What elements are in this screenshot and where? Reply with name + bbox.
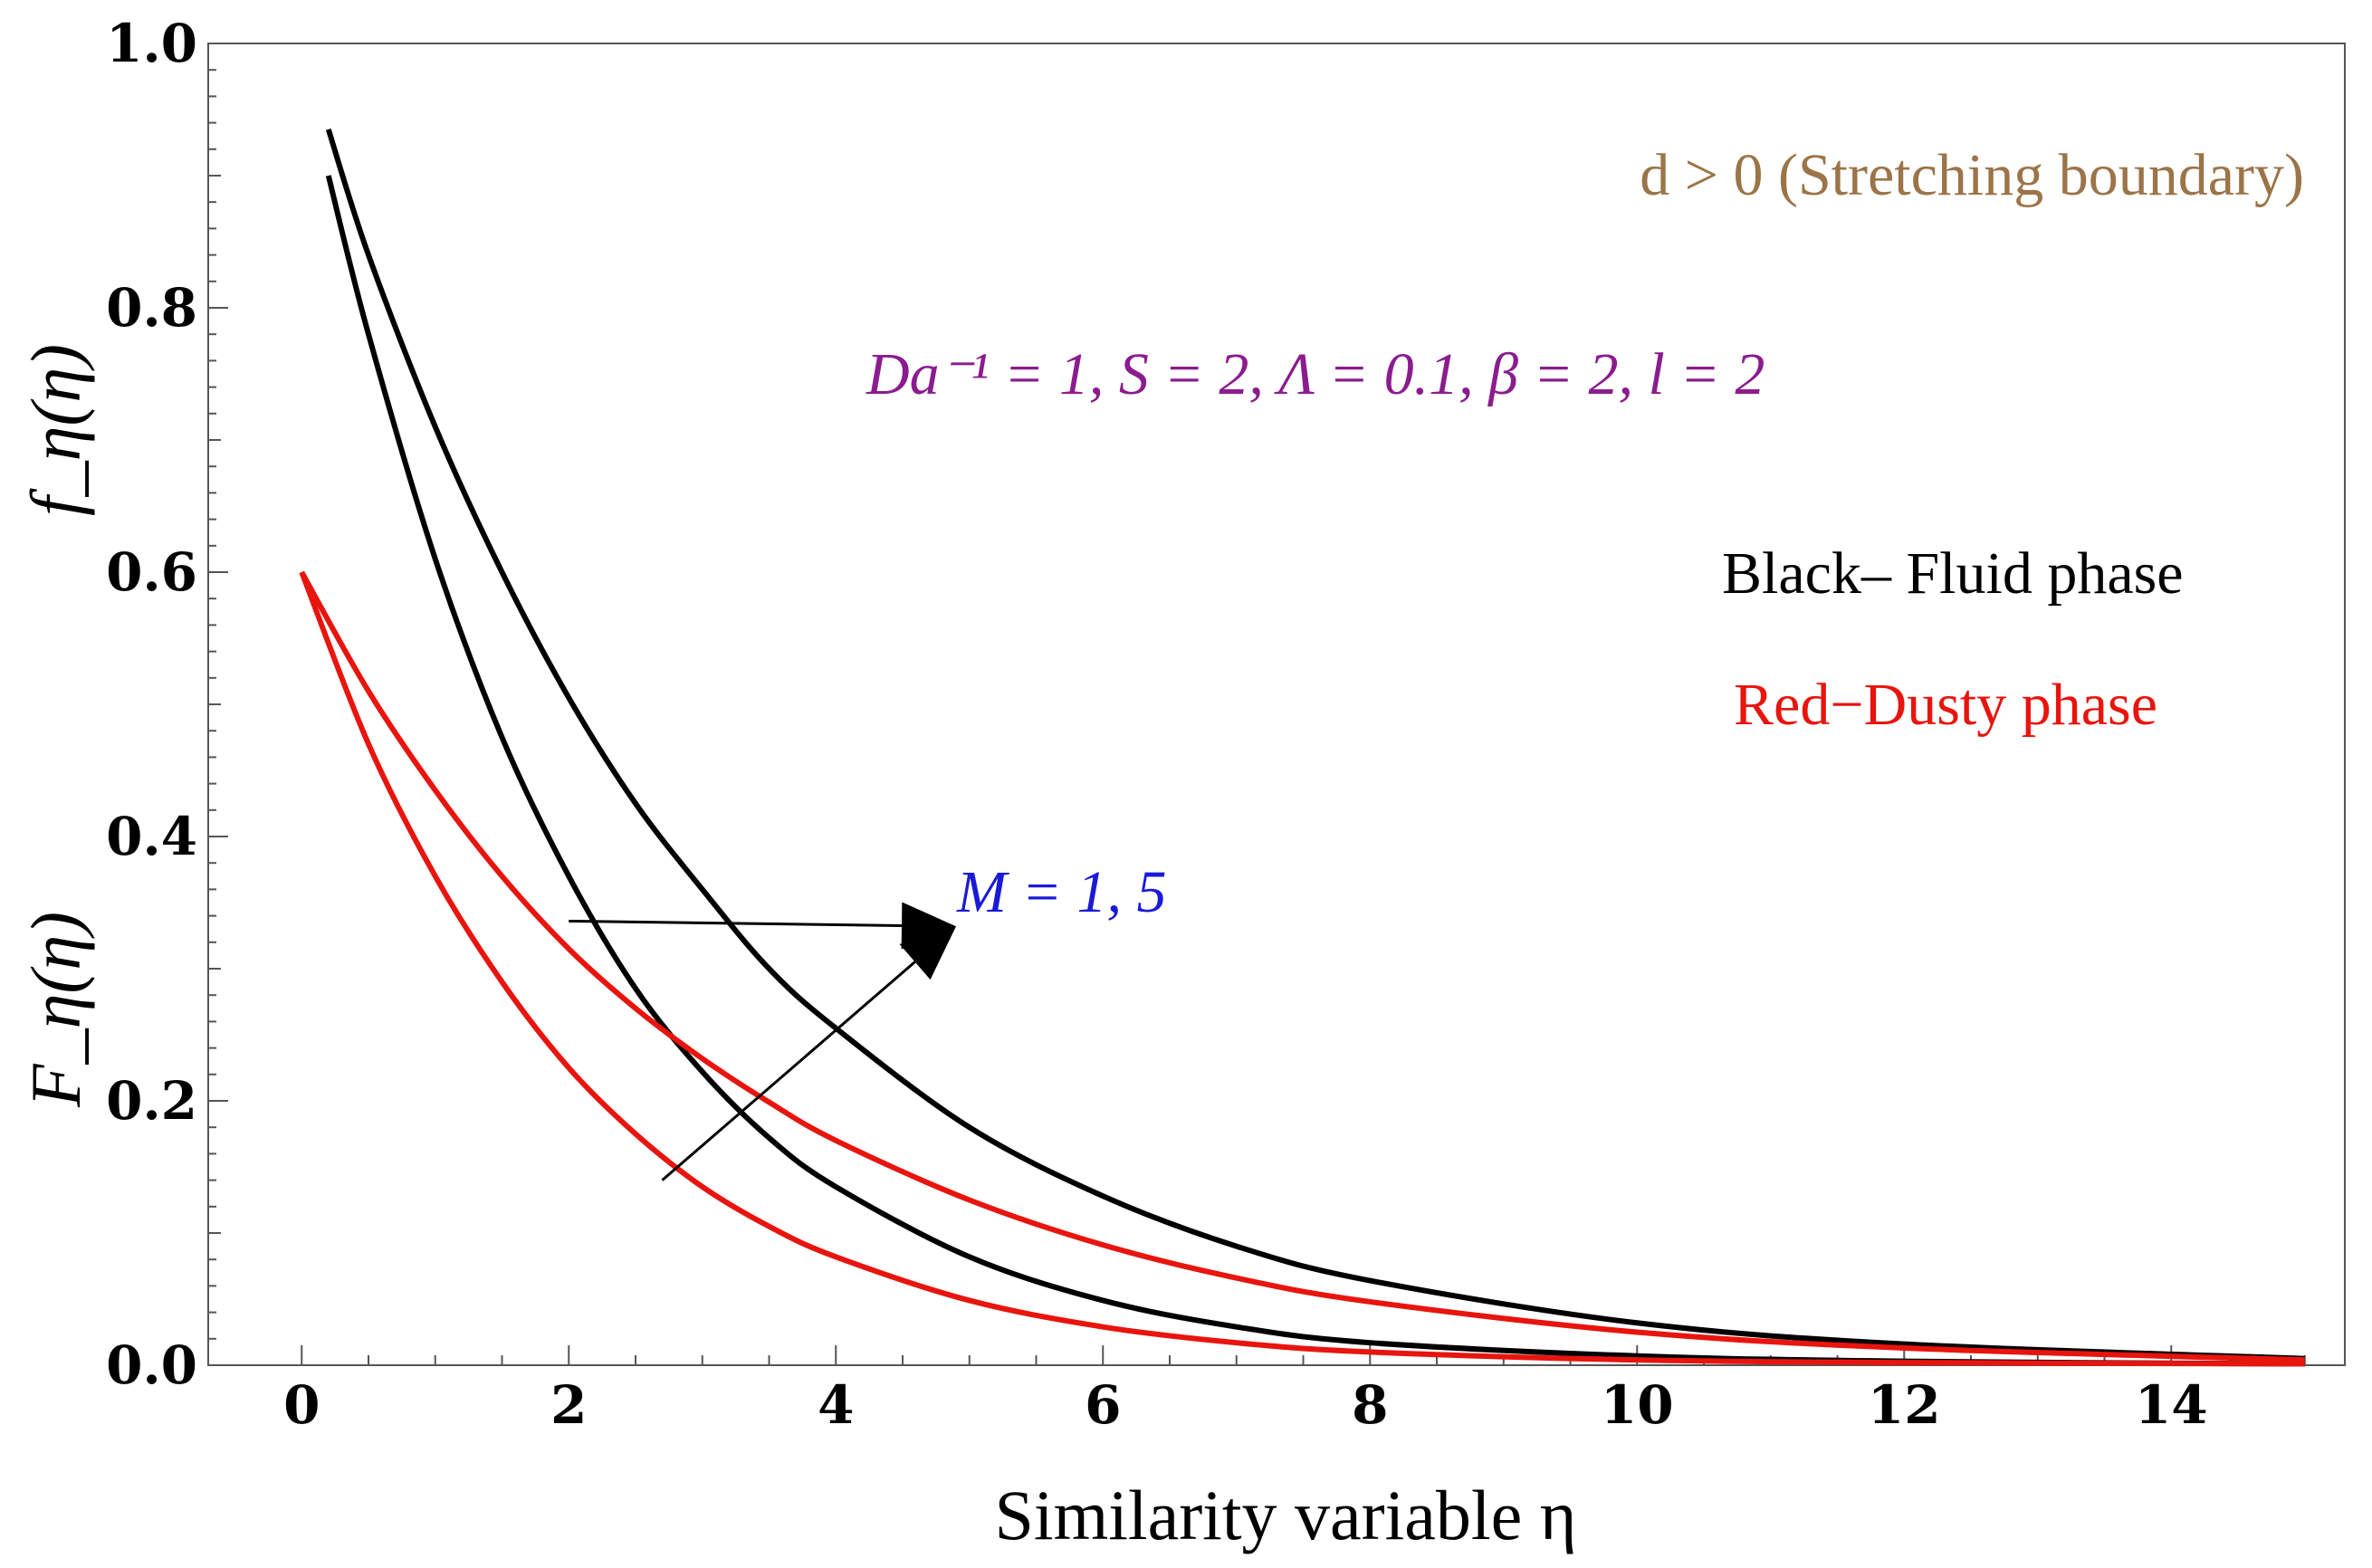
series-line-2 [325, 128, 2305, 1362]
x-tick-label: 12 [1868, 1374, 1941, 1436]
arrow-head-1 [901, 902, 956, 950]
x-tick-label: 4 [818, 1374, 854, 1436]
y-tick-label: 0.6 [106, 541, 197, 603]
x-tick-label: 2 [550, 1374, 587, 1436]
arrows [569, 902, 956, 1181]
series-line-3 [299, 570, 2305, 1367]
x-tick-label: 0 [283, 1374, 320, 1436]
arrow-head-2 [899, 926, 956, 980]
x-tick-label: 10 [1601, 1374, 1674, 1436]
m-label: M = 1, 5 [956, 859, 1167, 925]
stretching-annotation: d > 0 (Stretching boundary) [1640, 142, 2304, 208]
y-tick-label: 0.4 [106, 806, 197, 867]
arrow-shaft-2 [661, 961, 916, 1181]
curves [299, 128, 2305, 1367]
series-line-1 [325, 175, 2305, 1367]
series-line-4 [299, 570, 2305, 1363]
y-axis-title-bottom: F_η(η) [16, 912, 95, 1108]
black-legend-text: Black– Fluid phase [1722, 540, 2184, 607]
x-tick-label: 6 [1085, 1374, 1121, 1436]
y-tick-label: 1.0 [106, 13, 197, 74]
red-legend-text: Red−Dusty phase [1734, 672, 2157, 738]
y-axis-title-top: f_η(η) [16, 344, 95, 516]
y-tick-label: 0.0 [106, 1334, 197, 1396]
tick-labels: 0 2 4 6 8 10 12 14 0.0 0.2 0.4 0.6 0.8 1.0 [106, 13, 2208, 1436]
parameter-annotation: Da⁻¹ = 1, S = 2, Λ = 0.1, β = 2, l = 2 [866, 341, 1765, 407]
arrow-shaft-1 [569, 919, 903, 927]
y-tick-label: 0.2 [106, 1070, 197, 1132]
y-tick-label: 0.8 [106, 277, 197, 339]
x-axis-title: Similarity variable η [995, 1476, 1577, 1554]
x-tick-label: 14 [2135, 1374, 2208, 1436]
x-tick-label: 8 [1352, 1374, 1388, 1436]
